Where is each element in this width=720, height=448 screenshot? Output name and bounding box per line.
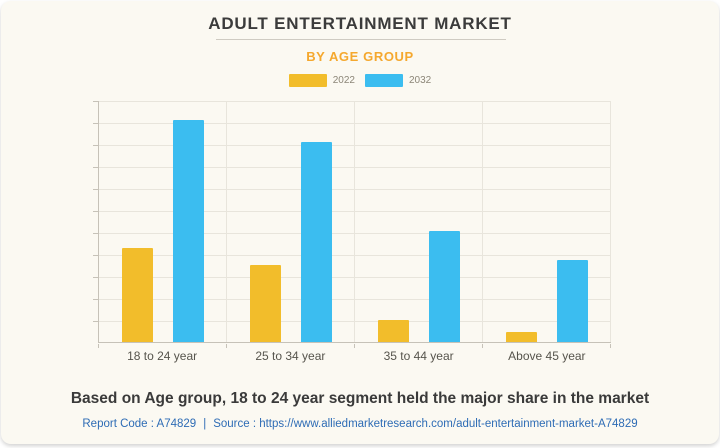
x-axis-labels: 18 to 24 year 25 to 34 year 35 to 44 year A… — [98, 349, 611, 363]
bar-group-above-45-year — [483, 101, 611, 342]
chart-legend: 2022 2032 — [1, 74, 719, 87]
bar-2032-35-to-44-year — [429, 231, 460, 342]
report-code: Report Code : A74829 — [82, 418, 197, 430]
separator: | — [203, 418, 207, 430]
legend-swatch-2032 — [365, 74, 403, 87]
x-axis-label: 25 to 34 year — [255, 349, 326, 363]
bar-2022-25-to-34-year — [250, 264, 281, 342]
bar-2032-25-to-34-year — [301, 141, 332, 342]
source-label: Source : — [213, 418, 257, 430]
bar-group-18-to-24-year — [99, 101, 227, 342]
legend-label-2022: 2022 — [332, 75, 355, 86]
legend-item-2022: 2022 — [288, 74, 355, 87]
x-axis-label: Above 45 year — [508, 349, 586, 363]
bar-group-25-to-34-year — [227, 101, 355, 342]
key-insight-statement: Based on Age group, 18 to 24 year segmen… — [70, 390, 650, 407]
x-axis-label: 18 to 24 year — [127, 349, 198, 363]
legend-item-2032: 2032 — [365, 74, 431, 87]
title-divider — [216, 39, 506, 40]
source-url-link[interactable]: https://www.alliedmarketresearch.com/adu… — [259, 418, 638, 430]
bar-group-35-to-44-year — [355, 101, 483, 342]
chart-subtitle: BY AGE GROUP — [306, 49, 414, 64]
plot-wrap — [93, 101, 611, 348]
legend-swatch-2022 — [288, 74, 327, 87]
x-axis-label: 35 to 44 year — [383, 349, 454, 363]
plot-area — [98, 101, 611, 343]
bar-2022-35-to-44-year — [378, 320, 409, 342]
report-source-line: Report Code : A74829 | Source : https://ww… — [1, 418, 719, 430]
legend-label-2032: 2032 — [409, 75, 432, 86]
bar-2022-above-45-year — [506, 332, 537, 342]
bar-2032-above-45-year — [557, 260, 588, 342]
y-axis-ticks — [93, 101, 98, 343]
bar-2032-18-to-24-year — [173, 120, 204, 342]
page-title: ADULT ENTERTAINMENT MARKET — [208, 14, 512, 33]
x-axis-ticks — [98, 344, 611, 348]
bar-2022-18-to-24-year — [122, 248, 153, 342]
